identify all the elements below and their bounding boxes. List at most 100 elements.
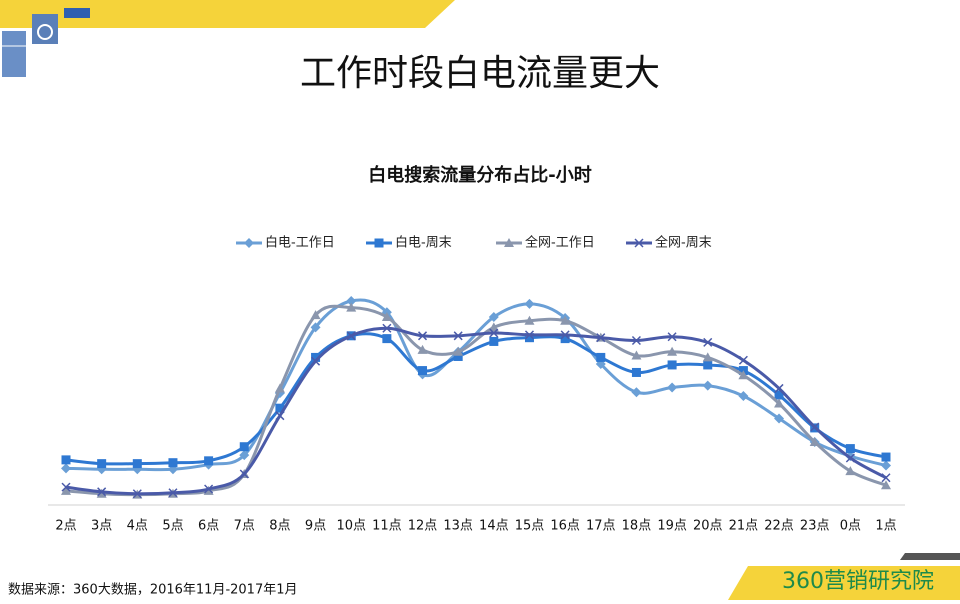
- x-tick-label: 8点: [269, 519, 290, 534]
- x-tick-label: 4点: [127, 519, 148, 534]
- point: [738, 390, 749, 401]
- x-tick-label: 5点: [162, 519, 183, 534]
- x-tick-label: 6点: [198, 519, 219, 534]
- x-tick-label: 16点: [550, 519, 580, 534]
- point: [453, 351, 463, 361]
- point: [382, 334, 392, 344]
- point: [204, 484, 214, 494]
- point: [453, 331, 463, 341]
- point: [667, 360, 677, 370]
- x-tick-label: 1点: [875, 519, 896, 534]
- point: [810, 422, 820, 432]
- point: [738, 355, 748, 365]
- point: [524, 330, 535, 340]
- legend-label: 全网-周末: [655, 235, 712, 251]
- point: [381, 312, 392, 321]
- point: [774, 383, 784, 393]
- point: [774, 413, 785, 424]
- legend-label: 白电-工作日: [265, 235, 335, 251]
- point: [61, 463, 71, 474]
- point: [634, 238, 644, 248]
- x-tick-label: 21点: [729, 519, 759, 534]
- icon-fridge: [2, 31, 26, 77]
- point: [417, 331, 428, 341]
- x-tick-label: 0点: [840, 519, 861, 534]
- point: [417, 344, 428, 354]
- legend-label: 全网-工作日: [525, 235, 595, 251]
- point: [311, 356, 321, 366]
- point: [311, 352, 321, 362]
- point: [244, 238, 254, 248]
- point: [631, 387, 642, 398]
- point: [881, 460, 891, 471]
- point: [239, 450, 250, 461]
- point: [168, 458, 178, 468]
- x-tick-label: 12点: [408, 519, 438, 534]
- point: [274, 383, 285, 393]
- x-tick-label: 23点: [800, 519, 830, 534]
- point: [488, 312, 499, 322]
- point: [809, 437, 820, 447]
- point: [382, 323, 392, 333]
- point: [310, 310, 321, 320]
- x-tick-label: 22点: [764, 519, 794, 534]
- footer-bar: [900, 553, 960, 560]
- point: [667, 332, 677, 342]
- point: [738, 370, 749, 380]
- point: [346, 302, 357, 312]
- chart-title: 白电搜索流量分布占比-小时: [368, 164, 591, 186]
- point: [560, 330, 570, 340]
- point: [702, 380, 713, 391]
- point: [881, 473, 891, 483]
- point: [774, 398, 785, 408]
- x-tick-label: 17点: [586, 519, 616, 534]
- source-note: 数据来源：360大数据，2016年11月-2017年1月: [8, 583, 298, 598]
- point: [489, 328, 499, 338]
- point: [702, 352, 713, 362]
- x-tick-label: 14点: [479, 519, 509, 534]
- point: [596, 333, 606, 343]
- x-tick-label: 3点: [91, 519, 112, 534]
- x-tick-label: 2点: [55, 519, 76, 534]
- point: [61, 485, 71, 495]
- point: [560, 315, 571, 325]
- point: [61, 482, 71, 492]
- point: [489, 336, 499, 346]
- logo: 360营销研究院: [782, 569, 934, 594]
- point: [97, 487, 107, 497]
- point: [596, 352, 606, 362]
- point: [504, 238, 514, 247]
- point: [524, 315, 535, 325]
- point: [239, 442, 249, 452]
- x-tick-label: 18点: [622, 519, 652, 534]
- point: [667, 346, 678, 356]
- point: [374, 238, 384, 248]
- point: [845, 466, 856, 476]
- point: [453, 346, 464, 356]
- point: [239, 469, 249, 479]
- point: [97, 459, 107, 469]
- point: [703, 360, 713, 370]
- point: [524, 298, 535, 309]
- legend-label: 白电-周末: [395, 235, 452, 251]
- point: [631, 367, 641, 377]
- point: [310, 322, 321, 333]
- point: [346, 331, 356, 341]
- point: [275, 403, 285, 413]
- point: [560, 334, 570, 344]
- x-tick-label: 9点: [305, 519, 326, 534]
- point: [667, 382, 678, 393]
- x-tick-label: 15点: [515, 519, 545, 534]
- point: [881, 452, 891, 462]
- point: [488, 322, 499, 332]
- slide-title: 工作时段白电流量更大: [300, 53, 660, 94]
- x-tick-label: 7点: [234, 519, 255, 534]
- point: [774, 390, 784, 400]
- point: [418, 366, 428, 376]
- point: [524, 333, 534, 343]
- series-line: [65, 332, 887, 466]
- x-tick-label: 19点: [657, 519, 687, 534]
- logo-band: [728, 566, 960, 600]
- icon-washer-door: [37, 24, 53, 40]
